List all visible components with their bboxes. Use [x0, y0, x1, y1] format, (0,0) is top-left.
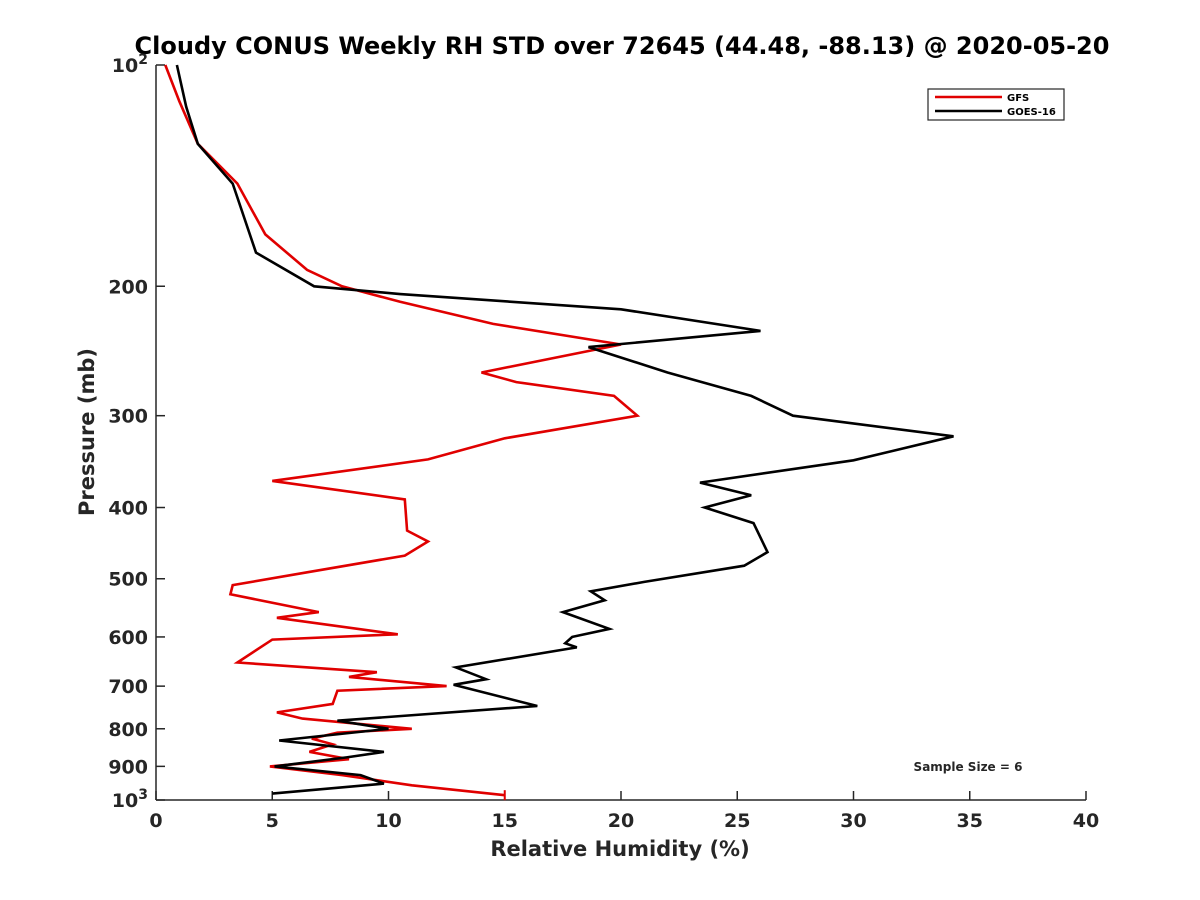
y-axis-label: Pressure (mb)	[75, 348, 99, 516]
axes: 0 5 10 15 20 25 30 35 40 102 200 300 400 500 600 700 800…	[108, 52, 1099, 832]
y-tick-label: 900	[108, 756, 148, 778]
y-tick-label: 800	[108, 719, 148, 741]
legend-label: GOES-16	[1007, 107, 1056, 118]
y-tick-label: 102	[112, 52, 148, 77]
y-tick-label: 300	[108, 406, 148, 428]
y-tick-label: 700	[108, 676, 148, 698]
y-tick-label: 200	[108, 276, 148, 298]
y-tick-label: 600	[108, 627, 148, 649]
x-tick-label: 30	[840, 810, 866, 832]
x-tick-label: 40	[1073, 810, 1099, 832]
sample-size-annotation: Sample Size = 6	[914, 760, 1023, 774]
legend-label: GFS	[1007, 93, 1029, 104]
x-tick-label: 15	[492, 810, 518, 832]
series-layer	[164, 64, 954, 801]
y-tick-label: 400	[108, 498, 148, 520]
x-tick-label: 25	[724, 810, 750, 832]
x-tick-label: 0	[149, 810, 162, 832]
x-tick-label: 10	[375, 810, 401, 832]
legend-box	[927, 88, 1065, 121]
x-tick-label: 35	[957, 810, 983, 832]
chart-title: Cloudy CONUS Weekly RH STD over 72645 (4…	[135, 32, 1110, 60]
series-line-goes-16	[175, 64, 954, 795]
x-tick-label: 5	[266, 810, 279, 832]
x-tick-label: 20	[608, 810, 634, 832]
legend: GFS GOES-16	[927, 88, 1065, 121]
y-tick-label: 103	[112, 787, 148, 812]
y-tick-label: 500	[108, 569, 148, 591]
x-axis-label: Relative Humidity (%)	[490, 837, 749, 861]
